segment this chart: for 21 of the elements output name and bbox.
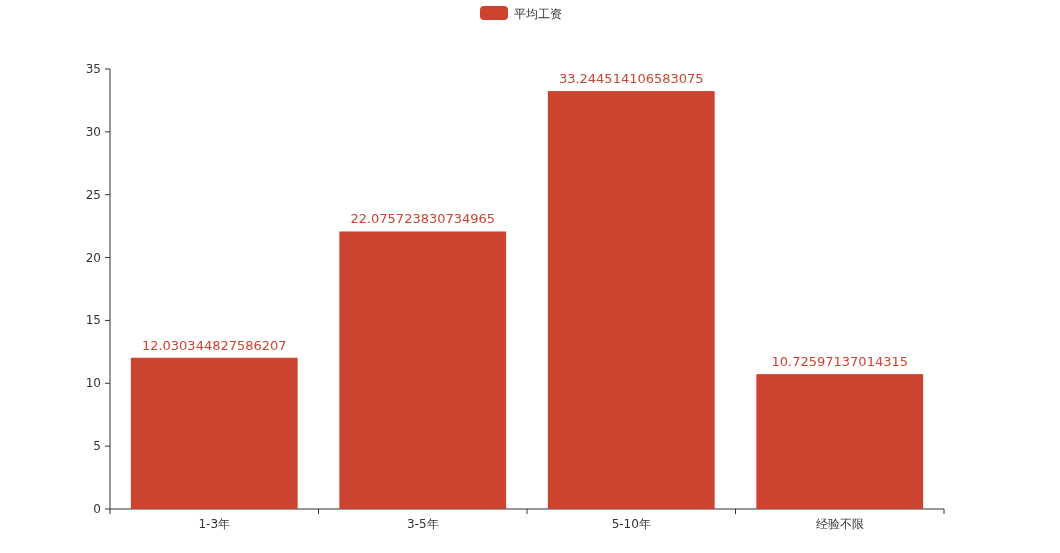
y-tick-label: 35	[85, 62, 101, 76]
bar	[547, 91, 715, 509]
y-tick-label: 25	[85, 187, 101, 202]
y-tick-label: 20	[85, 250, 101, 265]
y-tick-label: 15	[85, 313, 101, 328]
data-label: 22.075723830734965	[350, 211, 496, 227]
data-label: 12.030344827586207	[141, 337, 287, 353]
x-tick-label: 3-5年	[406, 517, 439, 531]
y-tick-label: 10	[85, 376, 101, 391]
bar	[130, 357, 298, 509]
data-label: 33.244514106583075	[558, 71, 704, 87]
x-tick-label: 经验不限	[815, 517, 864, 531]
bar	[339, 231, 507, 509]
bar	[756, 374, 924, 509]
x-tick-label: 1-3年	[198, 517, 231, 531]
data-label: 10.72597137014315	[771, 354, 908, 370]
x-tick-label: 5-10年	[611, 517, 651, 531]
y-tick-label: 5	[93, 439, 101, 454]
y-tick-label: 0	[93, 502, 101, 516]
legend-label: 平均工资	[514, 7, 562, 21]
y-tick-label: 30	[85, 124, 101, 139]
